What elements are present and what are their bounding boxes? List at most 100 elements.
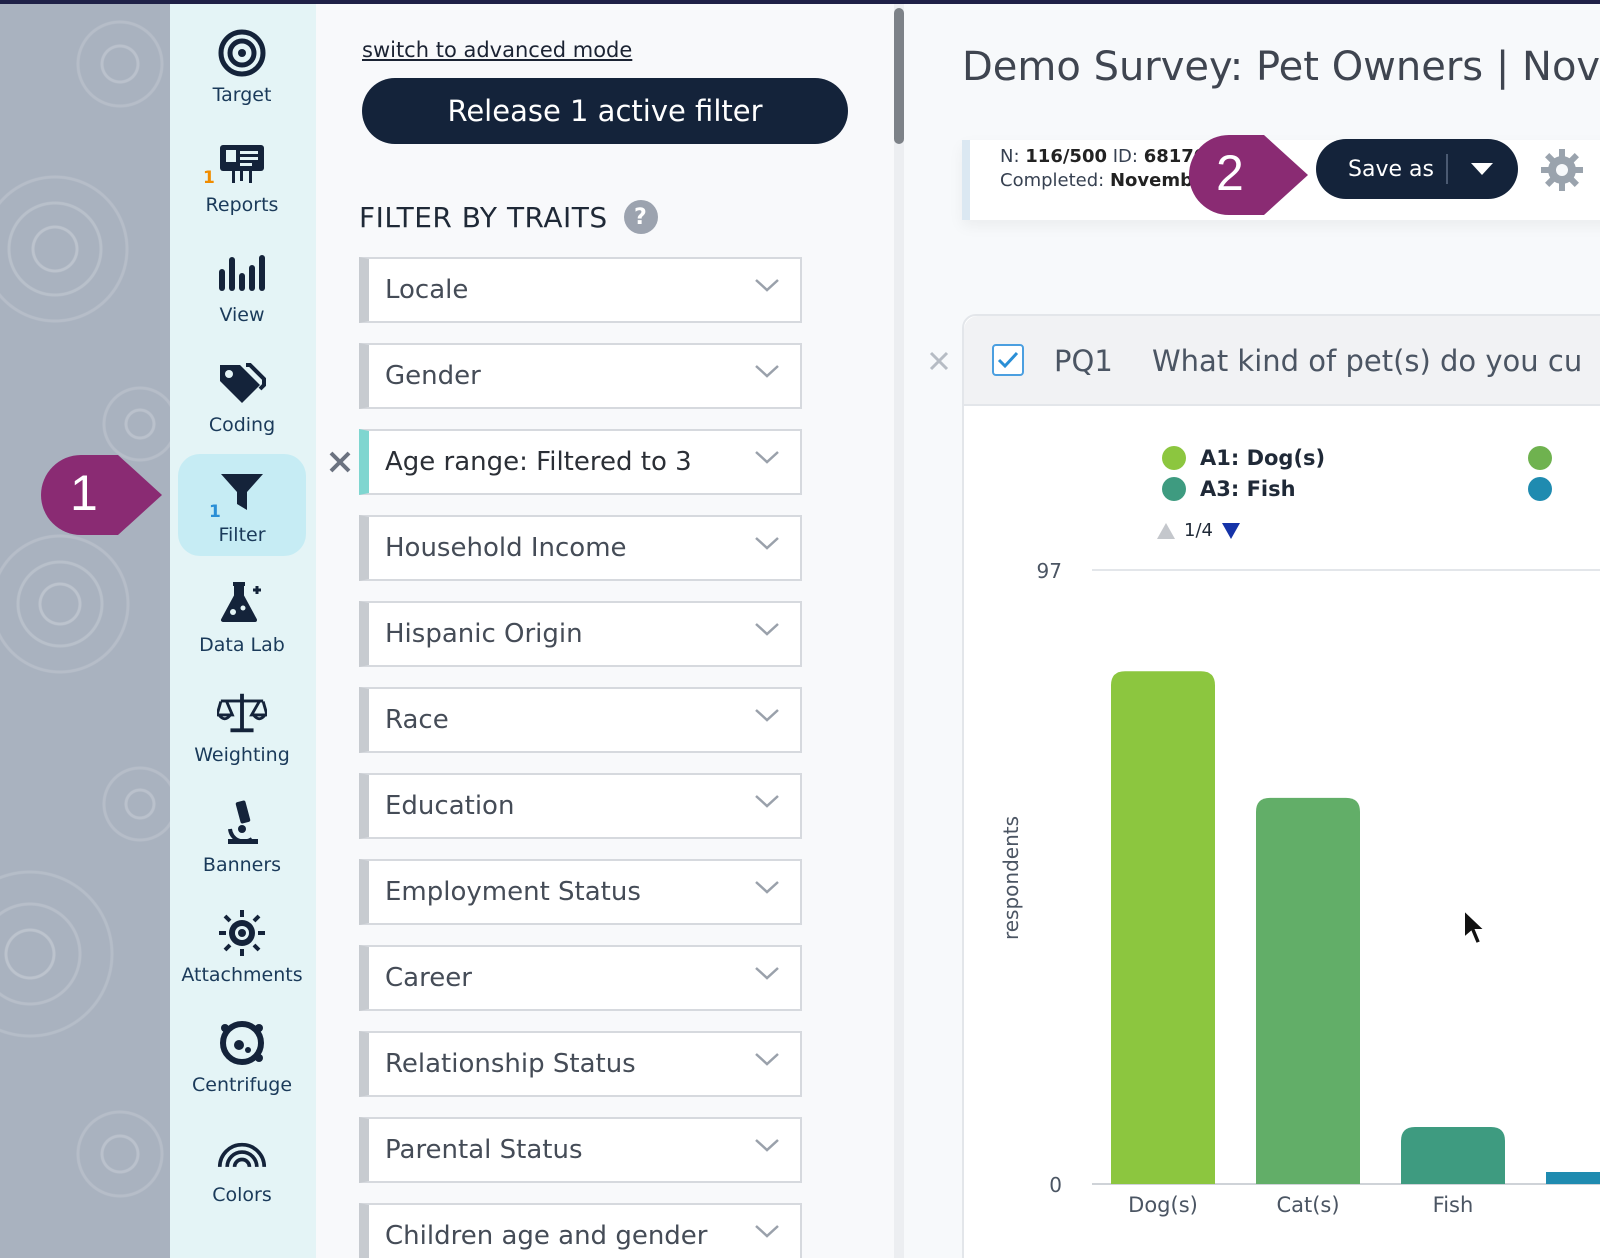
nav-label: Colors (212, 1184, 272, 1206)
filter-panel: switch to advanced mode Release 1 active… (316, 4, 904, 1258)
nav-label: Centrifuge (191, 1074, 293, 1096)
decorative-pattern (0, 4, 170, 1258)
trait-label: Education (385, 791, 515, 821)
nav-item-view[interactable]: View (178, 234, 306, 336)
panel-scrollbar-track (894, 4, 904, 1258)
centrifuge-icon (217, 1018, 267, 1068)
legend-swatch (1528, 446, 1552, 470)
release-filter-button[interactable]: Release 1 active filter (362, 78, 848, 144)
trait-employment-status[interactable]: Employment Status (359, 859, 802, 925)
chevron-down-icon (755, 451, 779, 464)
chart-bar-partial (1546, 1172, 1600, 1184)
nav-item-banners[interactable]: Banners (178, 784, 306, 886)
completed-label: Completed: (1000, 170, 1105, 191)
nav-label: Banners (202, 854, 282, 876)
x-tick-label: Dog(s) (1128, 1193, 1198, 1217)
trait-relationship-status[interactable]: Relationship Status (359, 1031, 802, 1097)
nav-item-attachments[interactable]: Attachments (178, 894, 306, 996)
chart-bar (1111, 671, 1215, 1184)
bar-chart-icon (217, 248, 267, 298)
legend-pager: 1/4 (1156, 520, 1241, 541)
trait-label: Career (385, 963, 472, 993)
scale-icon (217, 688, 267, 738)
chevron-down-icon (755, 709, 779, 722)
trait-label: Gender (385, 361, 481, 391)
question-header: PQ1 What kind of pet(s) do you cu (964, 316, 1600, 406)
nav-item-filter[interactable]: 1 Filter (178, 454, 306, 556)
chevron-down-icon (755, 1053, 779, 1066)
nav-label: Target (212, 84, 272, 106)
legend-item-partial[interactable] (1528, 477, 1566, 501)
callout-step-2-shape (1189, 135, 1308, 215)
advanced-mode-link[interactable]: switch to advanced mode (362, 38, 633, 62)
legend-swatch (1162, 446, 1186, 470)
icon-sidebar: Target 1 Reports View Coding 1 Filter Da… (170, 4, 316, 1258)
chevron-down-icon (755, 537, 779, 550)
question-text: What kind of pet(s) do you cu (1152, 344, 1583, 378)
tags-icon (217, 358, 267, 408)
legend-item-dogs[interactable]: A1: Dog(s) (1162, 446, 1325, 470)
panel-scrollbar[interactable] (894, 8, 904, 144)
question-checkbox[interactable] (992, 344, 1024, 376)
save-as-button[interactable]: Save as (1316, 139, 1518, 199)
nav-label: Data Lab (199, 634, 285, 656)
trait-age-range[interactable]: Age range: Filtered to 3 (359, 429, 802, 495)
trait-education[interactable]: Education (359, 773, 802, 839)
x-tick-label: Cat(s) (1276, 1193, 1339, 1217)
reports-badge: 1 (203, 168, 215, 188)
presentation-icon: 1 (203, 138, 267, 188)
nav-item-coding[interactable]: Coding (178, 344, 306, 446)
nav-label: Coding (208, 414, 276, 436)
nav-item-weighting[interactable]: Weighting (178, 674, 306, 776)
gear-icon[interactable] (1540, 148, 1584, 192)
callout-step-1-label: 1 (70, 465, 98, 521)
legend-item-partial[interactable] (1528, 446, 1566, 470)
chart-bar (1401, 1127, 1505, 1184)
chevron-down-icon (755, 1139, 779, 1152)
trait-label: Household Income (385, 533, 627, 563)
callout-step-2-label: 2 (1216, 145, 1244, 201)
chevron-down-icon (755, 795, 779, 808)
flask-icon (217, 578, 267, 628)
nav-item-reports[interactable]: 1 Reports (178, 124, 306, 226)
survey-title: Demo Survey: Pet Owners | Nove (962, 44, 1600, 90)
trait-race[interactable]: Race (359, 687, 802, 753)
page-up-icon[interactable] (1156, 522, 1176, 540)
pager-label: 1/4 (1184, 520, 1213, 541)
clear-filter-icon[interactable] (328, 450, 352, 474)
nav-item-target[interactable]: Target (178, 14, 306, 116)
mouse-cursor-icon (1463, 908, 1488, 946)
nav-item-centrifuge[interactable]: Centrifuge (178, 1004, 306, 1106)
trait-label: Children age and gender (385, 1221, 708, 1251)
save-as-label: Save as (1348, 156, 1434, 182)
trait-hispanic-origin[interactable]: Hispanic Origin (359, 601, 802, 667)
y-tick-label: 97 (1037, 559, 1062, 583)
help-icon[interactable]: ? (623, 200, 658, 234)
trait-locale[interactable]: Locale (359, 257, 802, 323)
trait-career[interactable]: Career (359, 945, 802, 1011)
legend-label: A1: Dog(s) (1200, 446, 1326, 470)
trait-household-income[interactable]: Household Income (359, 515, 802, 581)
trait-gender[interactable]: Gender (359, 343, 802, 409)
chevron-down-icon (755, 623, 779, 636)
page-down-icon[interactable] (1221, 522, 1241, 540)
trait-children-age-gender[interactable]: Children age and gender (359, 1203, 802, 1258)
nav-item-colors[interactable]: Colors (178, 1114, 306, 1216)
callout-step-1: 1 (40, 454, 166, 540)
sun-icon (217, 908, 267, 958)
trait-label: Hispanic Origin (385, 619, 583, 649)
traits-title-text: FILTER BY TRAITS (359, 200, 608, 234)
save-as-divider (1446, 154, 1448, 184)
close-question-icon[interactable] (928, 350, 950, 372)
trait-parental-status[interactable]: Parental Status (359, 1117, 802, 1183)
trait-label: Relationship Status (385, 1049, 636, 1079)
trait-label: Race (385, 705, 449, 735)
question-code: PQ1 (1054, 344, 1113, 378)
info-row-completed: Completed: Novembe (1000, 170, 1205, 191)
legend-item-fish[interactable]: A3: Fish (1162, 477, 1296, 501)
nav-item-data-lab[interactable]: Data Lab (178, 564, 306, 666)
caret-down-icon[interactable] (1470, 161, 1494, 177)
microscope-icon (217, 798, 267, 848)
top-accent-bar (0, 0, 1600, 4)
chevron-down-icon (755, 967, 779, 980)
